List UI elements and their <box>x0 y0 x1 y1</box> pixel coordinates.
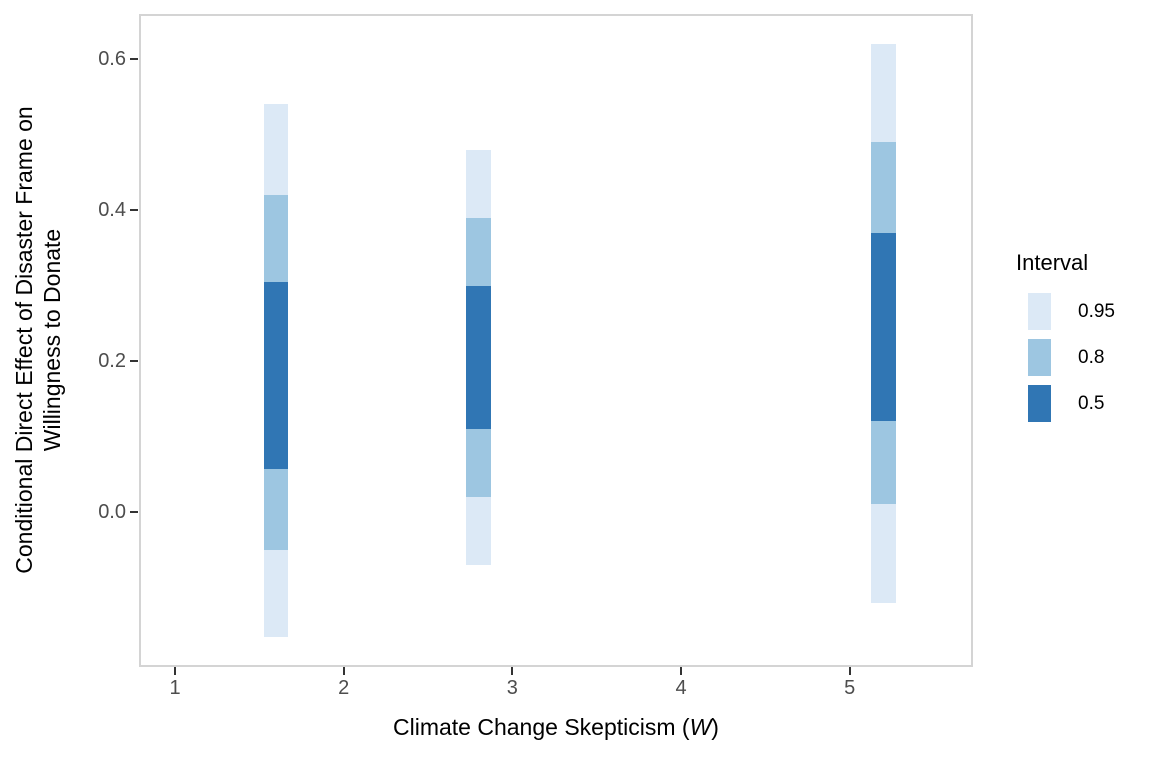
x-axis-tick-label: 5 <box>844 677 856 699</box>
y-axis-tick-label: 0.0 <box>98 501 126 523</box>
y-axis-title-line1: Conditional Direct Effect of Disaster Fr… <box>11 106 37 574</box>
y-axis-tick-mark <box>130 511 138 513</box>
legend-key-swatch <box>1028 385 1051 422</box>
x-axis-tick-mark <box>848 667 851 675</box>
y-axis-title: Conditional Direct Effect of Disaster Fr… <box>10 0 66 693</box>
interval-bar-w2.8-level-0.5 <box>466 285 491 429</box>
x-axis-tick-label: 4 <box>675 677 687 699</box>
x-axis-tick-mark <box>342 667 345 675</box>
y-axis-title-line2: Willingness to Donate <box>39 228 65 452</box>
x-axis-tick-mark <box>511 667 514 675</box>
legend-entry-label: 0.8 <box>1078 346 1105 368</box>
x-axis-title-variable: W <box>689 714 712 740</box>
legend-entry: 0.95 <box>1028 293 1152 330</box>
x-axis-tick-mark <box>174 667 176 675</box>
y-axis-tick-mark <box>130 360 138 362</box>
x-axis-tick-label: 2 <box>338 677 350 699</box>
legend-entry: 0.5 <box>1028 385 1152 422</box>
y-axis-tick-label: 0.4 <box>98 199 126 221</box>
legend-key-swatch <box>1028 293 1051 330</box>
x-axis-title: Climate Change Skepticism (W) <box>139 714 973 741</box>
legend-entry: 0.8 <box>1028 339 1152 376</box>
interval-bar-w1.6-level-0.5 <box>263 281 289 469</box>
legend: Interval 0.95 0.8 0.5 <box>1016 250 1152 431</box>
x-axis-title-suffix: ) <box>711 714 719 740</box>
y-axis-tick-label: 0.6 <box>98 48 126 70</box>
y-axis-tick-mark <box>130 209 138 211</box>
legend-entries: 0.95 0.8 0.5 <box>1016 293 1152 422</box>
legend-key-swatch <box>1028 339 1051 376</box>
x-axis-tick-label: 1 <box>169 677 181 699</box>
x-axis-tick-label: 3 <box>506 677 518 699</box>
legend-title: Interval <box>1016 250 1089 275</box>
y-axis-tick-label: 0.2 <box>98 350 126 372</box>
legend-entry-label: 0.95 <box>1078 300 1115 322</box>
legend-entry-label: 0.5 <box>1078 392 1105 414</box>
y-axis-tick-mark <box>130 58 138 60</box>
x-axis-title-text: Climate Change Skepticism ( <box>393 714 690 740</box>
interval-bar-w5.2-level-0.5 <box>871 232 896 422</box>
x-axis-tick-mark <box>680 667 683 675</box>
